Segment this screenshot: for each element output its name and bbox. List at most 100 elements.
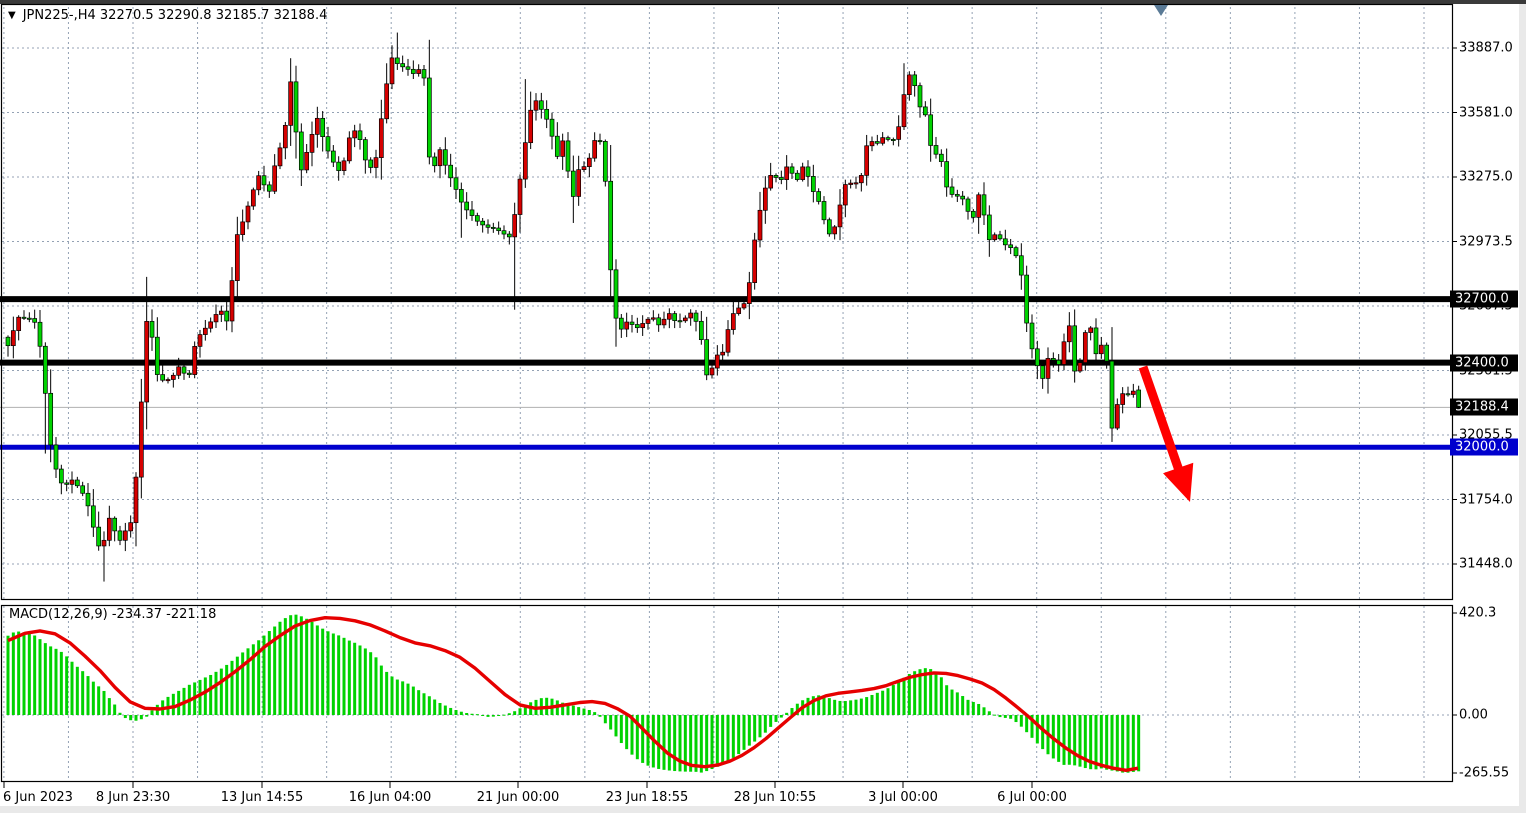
macd-histogram-bar [689,715,693,772]
candle-bear [656,317,662,326]
candle-bear [890,139,896,141]
candle-bear [773,175,779,178]
macd-histogram-bar [1131,715,1135,772]
candle-bull [762,187,768,211]
candle-bull [138,401,144,478]
candle-bull [560,140,566,157]
macd-histogram-bar [694,715,698,772]
macd-histogram-bar [1115,715,1119,772]
macd-histogram-bar [1057,715,1061,762]
macd-histogram-bar [838,700,842,715]
macd-histogram-bar [699,715,703,773]
macd-histogram-bar [38,639,42,715]
macd-histogram-bar [859,698,863,715]
candle-bull [581,166,587,170]
chart-dropdown-icon[interactable]: ▼ [8,9,16,21]
candle-bear [37,321,43,347]
trend-arrow-shaft[interactable] [1138,365,1184,474]
macd-histogram-bar [790,708,794,715]
candle-bear [874,141,880,144]
candle-bear [917,85,923,108]
candle-bull [666,313,672,320]
macd-histogram-bar [129,715,133,721]
candle-bull [512,214,518,238]
macd-histogram-bar [907,673,911,715]
macd-histogram-bar [134,715,138,721]
macd-histogram-bar [113,704,117,715]
candle-bear [506,233,512,238]
candle-bull [576,169,582,197]
candle-bear [154,336,160,375]
candle-bull [288,81,294,126]
macd-histogram-bar [326,631,330,715]
candle-bull [784,166,790,180]
macd-histogram-bar [449,707,453,715]
macd-histogram-bar [822,696,826,715]
macd-histogram-bar [379,665,383,715]
macd-histogram-bar [1083,715,1087,769]
macd-histogram-bar [817,695,821,715]
macd-histogram-bar [646,715,650,766]
macd-histogram-bar [827,698,831,715]
candle-bear [58,468,64,484]
autoscroll-marker-icon[interactable] [1154,5,1168,16]
macd-histogram-bar [459,711,463,715]
top-window-border [0,0,1526,4]
candle-bear [293,81,299,133]
macd-histogram-bar [731,715,735,758]
macd-histogram-bar [1014,715,1018,723]
price-axis-label: 32973.5 [1459,234,1513,249]
candle-bear [778,177,784,180]
candle-bull [256,175,262,191]
macd-histogram-bar [1073,715,1077,766]
candle-bull [272,165,278,192]
candle-bull [234,234,240,281]
macd-histogram-bar [987,711,991,715]
candle-bull [352,130,358,139]
macd-histogram-bar [870,694,874,715]
candle-bear [1008,244,1014,248]
candle-bear [570,170,576,197]
macd-histogram-bar [587,710,591,715]
macd-histogram-bar [1067,715,1071,765]
macd-histogram-bar [939,677,943,715]
macd-histogram-bar [993,714,997,716]
macd-histogram-bar [1019,715,1023,727]
macd-histogram-bar [22,632,26,715]
macd-histogram-bar [214,671,218,715]
macd-histogram-bar [65,656,69,715]
macd-histogram-bar [705,715,709,772]
candle-bear [410,68,416,74]
macd-histogram-bar [267,631,271,715]
candle-bull [837,204,843,228]
trend-arrow-head[interactable] [1163,462,1194,502]
candle-bear [80,485,86,494]
macd-histogram-bar [1041,715,1045,750]
candle-bear [112,517,118,532]
macd-histogram-bar [673,715,677,772]
candle-bull [592,140,598,159]
macd-histogram-bar [518,708,522,715]
price-axis-label: 33581.0 [1459,105,1513,120]
macd-histogram-bar [70,661,74,715]
macd-histogram-bar [886,688,890,715]
macd-histogram-bar [913,671,917,715]
macd-histogram-bar [625,715,629,750]
time-axis-label: 23 Jun 18:55 [605,790,689,805]
candle-bull [586,157,592,167]
candle-bull [282,125,288,149]
macd-histogram-bar [806,697,810,715]
macd-histogram-bar [609,715,613,730]
time-axis-label: 6 Jun 2023 [3,790,73,805]
macd-histogram-bar [369,652,373,715]
chart-title-row: ▼ JPN225-,H4 32270.5 32290.8 32185.7 321… [8,8,327,23]
price-axis-label: 33275.0 [1459,169,1513,185]
macd-axis-label: -265.55 [1459,765,1510,781]
macd-histogram-bar [710,715,714,770]
macd-histogram-bar [897,681,901,715]
macd-histogram-bar [283,618,287,715]
candle-bear [336,161,342,171]
candle-bear [1040,365,1046,379]
